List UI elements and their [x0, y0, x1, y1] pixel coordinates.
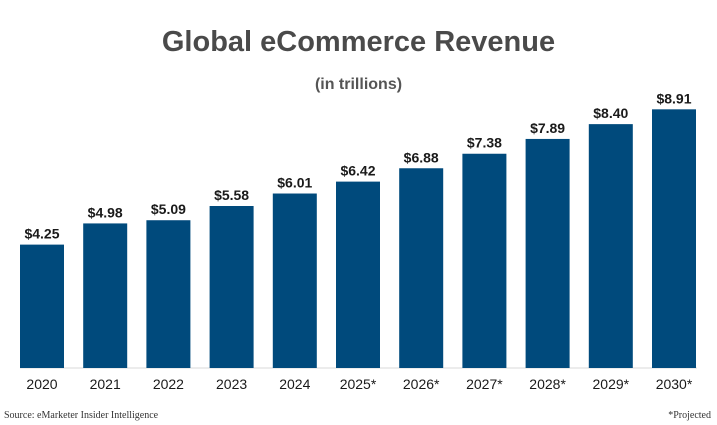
value-label: $4.98	[88, 204, 123, 220]
x-tick-label: 2025*	[340, 376, 377, 392]
bar-2021	[83, 223, 128, 368]
value-labels-group: $4.25 $4.98 $5.09 $5.58 $6.01 $6.42 $6.88 $7.38…	[24, 90, 691, 241]
bar-2022	[146, 220, 191, 368]
value-label: $4.25	[24, 226, 59, 242]
x-tick-label: 2029*	[593, 376, 630, 392]
chart-subtitle: (in trillions)	[314, 76, 403, 93]
value-label: $7.38	[467, 135, 502, 151]
bar-2027-projected	[462, 153, 507, 368]
x-tick-labels-group: 2020 2021 2022 2023 2024 2025* 2026* 2027* 2028*…	[26, 376, 692, 392]
source-note: Source: eMarketer Insider Intelligence	[4, 410, 159, 421]
value-label: $6.88	[404, 149, 439, 165]
value-label: $5.09	[151, 201, 186, 217]
x-tick-label: 2020	[26, 376, 57, 392]
bar-2023	[209, 206, 254, 368]
x-tick-label: 2030*	[656, 376, 693, 392]
bars-group	[20, 109, 696, 369]
value-label: $6.01	[277, 175, 312, 191]
x-tick-label: 2028*	[529, 376, 566, 392]
x-tick-label: 2021	[90, 376, 121, 392]
projected-note: *Projected	[668, 410, 711, 421]
x-tick-label: 2026*	[403, 376, 440, 392]
bar-2026-projected	[399, 168, 444, 368]
bar-2025-projected	[336, 181, 380, 368]
x-tick-label: 2027*	[466, 376, 503, 392]
value-label: $7.89	[530, 120, 565, 136]
x-tick-label: 2024	[279, 376, 310, 392]
bar-2020	[20, 244, 64, 368]
chart-title: Global eCommerce Revenue	[161, 26, 556, 58]
value-label: $6.42	[340, 163, 375, 179]
x-tick-label: 2023	[216, 376, 247, 392]
bar-2024	[272, 193, 317, 368]
value-label: $8.91	[656, 90, 691, 106]
x-tick-label: 2022	[153, 376, 184, 392]
bar-2029-projected	[588, 124, 633, 369]
value-label: $5.58	[214, 187, 249, 203]
value-label: $8.40	[593, 105, 628, 121]
bar-2030-projected	[652, 109, 696, 369]
bar-2028-projected	[525, 138, 570, 368]
